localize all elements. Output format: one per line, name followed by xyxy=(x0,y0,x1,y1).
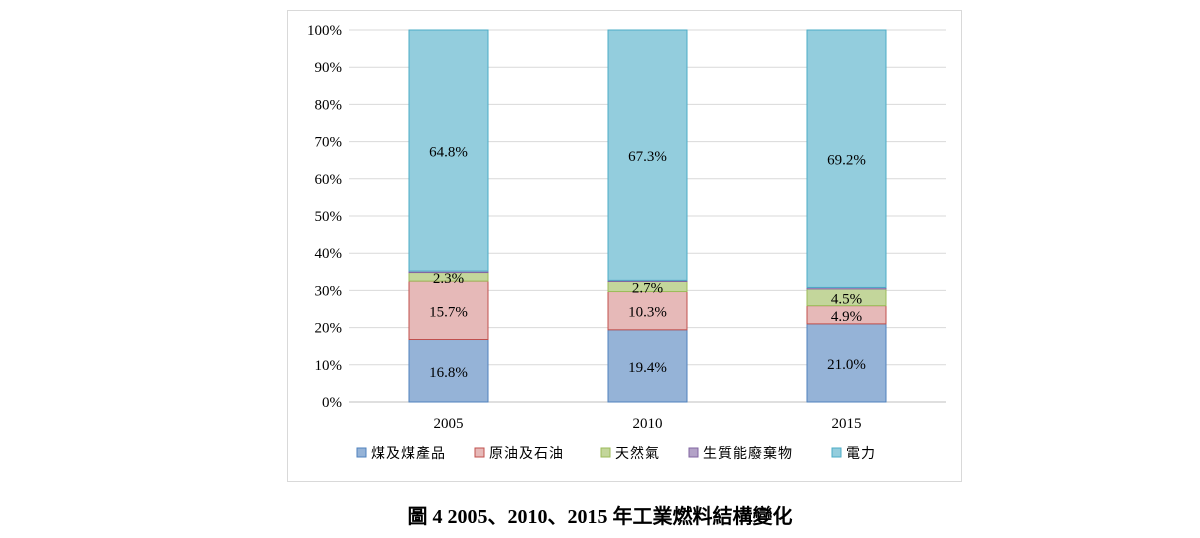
x-axis-ticks: 2005 2010 2015 xyxy=(434,416,862,432)
data-label: 69.2% xyxy=(827,153,866,169)
x-tick-label: 2015 xyxy=(832,416,862,432)
y-tick-label: 80% xyxy=(315,97,343,113)
bars xyxy=(408,29,887,403)
chart-frame: 0% 10% 20% 30% 40% 50% 60% 70% 80% 90% 100% 16.8% 1… xyxy=(287,10,962,482)
bar-segment xyxy=(806,29,887,288)
y-tick-label: 40% xyxy=(315,246,343,262)
y-tick-label: 10% xyxy=(315,358,343,374)
legend-label: 生質能廢棄物 xyxy=(703,445,793,462)
bar-segment xyxy=(607,329,688,403)
data-label: 4.5% xyxy=(831,291,862,307)
data-label: 10.3% xyxy=(628,305,667,321)
data-label: 2.7% xyxy=(632,280,663,296)
y-tick-label: 20% xyxy=(315,321,343,337)
legend-label: 電力 xyxy=(846,446,876,462)
bar-segment xyxy=(806,323,887,403)
x-tick-label: 2005 xyxy=(434,416,464,432)
data-label: 67.3% xyxy=(628,149,667,165)
data-label: 2.3% xyxy=(433,271,464,287)
y-tick-label: 50% xyxy=(315,209,343,225)
data-label: 19.4% xyxy=(628,360,667,376)
legend-swatch xyxy=(356,447,367,458)
legend-swatch xyxy=(688,447,699,458)
legend-label: 天然氣 xyxy=(615,445,660,462)
legend-swatch xyxy=(831,447,842,458)
y-tick-label: 90% xyxy=(315,60,343,76)
bar-segment xyxy=(607,29,688,281)
data-label: 21.0% xyxy=(827,357,866,373)
data-label: 64.8% xyxy=(429,145,468,161)
y-tick-label: 100% xyxy=(307,23,342,39)
y-tick-label: 60% xyxy=(315,172,343,188)
y-tick-label: 30% xyxy=(315,283,343,299)
y-axis-ticks: 0% 10% 20% 30% 40% 50% 60% 70% 80% 90% 100% xyxy=(307,23,342,411)
data-label: 16.8% xyxy=(429,365,468,381)
data-labels: 16.8% 15.7% 2.3% 64.8% 19.4% 10.3% 2.7% 67.3% 21… xyxy=(429,145,866,381)
stacked-bar-chart: 0%10%20%30%40%50%60%70%80%90%100% 16.8%1… xyxy=(307,23,946,462)
bar-segment xyxy=(408,29,489,272)
data-label: 4.9% xyxy=(831,309,862,325)
bar-segment xyxy=(408,339,489,403)
y-tick-label: 70% xyxy=(315,135,343,151)
x-tick-label: 2010 xyxy=(633,416,663,432)
figure-caption: 圖 4 2005、2010、2015 年工業燃料結構變化 xyxy=(407,506,793,528)
legend-swatch xyxy=(474,447,485,458)
legend-swatch xyxy=(600,447,611,458)
y-tick-label: 0% xyxy=(322,395,342,411)
legend-label: 原油及石油 xyxy=(489,446,564,462)
legend: 煤及煤產品 原油及石油 天然氣 生質能廢棄物 電力 xyxy=(356,445,876,462)
data-label: 15.7% xyxy=(429,304,468,320)
legend-label: 煤及煤產品 xyxy=(371,445,446,462)
